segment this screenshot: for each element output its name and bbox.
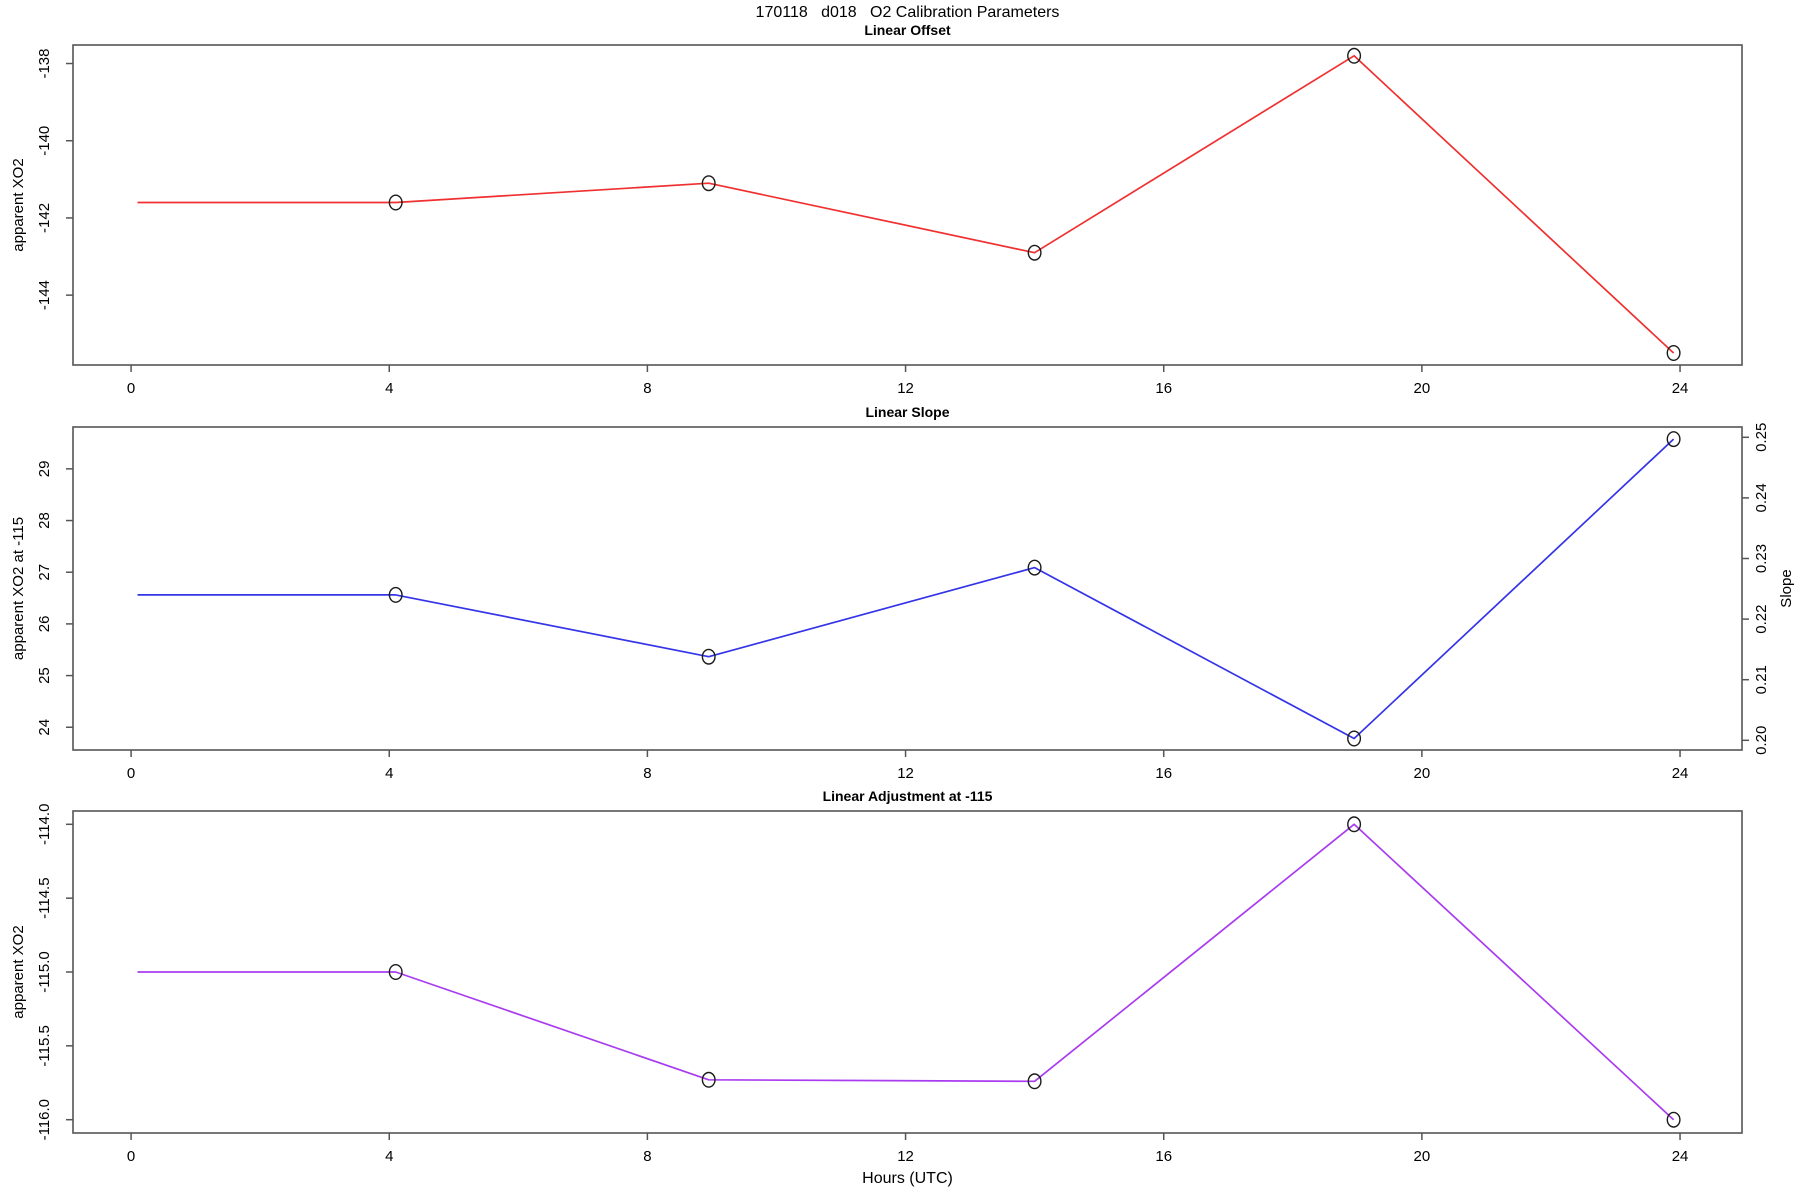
y-tick-label: 28 (36, 512, 53, 529)
plot-frame (72, 44, 1743, 366)
y-tick-label: -115.5 (36, 1025, 53, 1066)
x-tick-label: 20 (1414, 765, 1431, 782)
data-point-marker (701, 1071, 716, 1088)
y-tick-label: -142 (36, 203, 53, 233)
x-tick-label: 24 (1672, 380, 1689, 397)
y-tick-label: -138 (36, 49, 53, 79)
x-axis-label: Hours (UTC) (862, 1170, 953, 1187)
data-point-marker (1347, 47, 1362, 64)
x-tick-label: 16 (1155, 1148, 1172, 1165)
data-point-marker (1347, 816, 1362, 833)
data-point-marker (1027, 244, 1042, 261)
figure-title: 170118 d018 O2 Calibration Parameters (755, 4, 1060, 21)
x-tick-label: 24 (1672, 765, 1689, 782)
x-tick-label: 4 (385, 765, 393, 782)
right-y-axis-label: Slope (1778, 569, 1795, 607)
panel-1: 0 4 8 12 16 20 24 -144 -142 -140 -138 apparent XO2 (10, 44, 1743, 397)
x-tick-label: 12 (897, 380, 914, 397)
x-tick-label: 0 (127, 380, 135, 397)
y-tick-label: 25 (36, 667, 53, 684)
data-point-marker (388, 586, 403, 603)
y-axis-label: apparent XO2 (10, 925, 27, 1018)
data-point-marker (1347, 730, 1362, 747)
series-line (137, 823, 1675, 1121)
y-tick-label: -116.0 (36, 1099, 53, 1140)
y-tick-label: -115.0 (36, 951, 53, 992)
x-tick-label: 12 (897, 1148, 914, 1165)
right-y-tick-label: 0.24 (1753, 483, 1770, 512)
data-point-marker (388, 194, 403, 211)
y-tick-label: 24 (36, 719, 53, 736)
y-tick-label: 29 (36, 461, 53, 478)
plot-frame (72, 426, 1743, 751)
panel-3-title: Linear Adjustment at -115 (822, 788, 993, 804)
series-line (137, 438, 1675, 740)
right-y-tick-label: 0.25 (1753, 423, 1770, 452)
data-point-marker (1027, 559, 1042, 576)
x-tick-label: 20 (1414, 380, 1431, 397)
x-tick-label: 4 (385, 380, 393, 397)
panel-3: 0 4 8 12 16 20 24 -116.0 -115.5 -115.0 -114.5 -114.… (10, 804, 1743, 1165)
data-point-marker (701, 648, 716, 665)
x-tick-label: 8 (643, 1148, 651, 1165)
x-tick-label: 4 (385, 1148, 393, 1165)
right-y-tick-label: 0.21 (1753, 665, 1770, 694)
panel-1-title: Linear Offset (864, 22, 951, 38)
x-tick-label: 24 (1672, 1148, 1689, 1165)
y-axis-label: apparent XO2 at -115 (10, 517, 27, 660)
right-y-tick-label: 0.23 (1753, 544, 1770, 573)
y-tick-label: -114.0 (36, 804, 53, 845)
y-tick-label: -114.5 (36, 877, 53, 918)
x-tick-label: 16 (1155, 765, 1172, 782)
right-y-tick-label: 0.20 (1753, 726, 1770, 755)
data-point-marker (701, 175, 716, 192)
y-axis-label: apparent XO2 (10, 158, 27, 251)
data-point-marker (1666, 1111, 1681, 1128)
series-line (137, 54, 1675, 354)
y-tick-label: 26 (36, 616, 53, 633)
x-tick-label: 0 (127, 765, 135, 782)
y-tick-label: -144 (36, 280, 53, 310)
panel-2-title: Linear Slope (865, 404, 950, 420)
panel-2: 0 4 8 12 16 20 24 24 25 26 27 28 29 apparent XO2 at -… (10, 423, 1795, 782)
x-tick-label: 0 (127, 1148, 135, 1165)
x-tick-label: 8 (643, 380, 651, 397)
data-point-marker (1027, 1073, 1042, 1090)
data-point-marker (1666, 431, 1681, 448)
data-point-marker (388, 964, 403, 981)
x-tick-label: 12 (897, 765, 914, 782)
right-y-tick-label: 0.22 (1753, 605, 1770, 634)
x-tick-label: 20 (1414, 1148, 1431, 1165)
y-tick-label: -140 (36, 126, 53, 156)
x-tick-label: 8 (643, 765, 651, 782)
y-tick-label: 27 (36, 564, 53, 581)
x-tick-label: 16 (1155, 380, 1172, 397)
data-point-marker (1666, 345, 1681, 362)
